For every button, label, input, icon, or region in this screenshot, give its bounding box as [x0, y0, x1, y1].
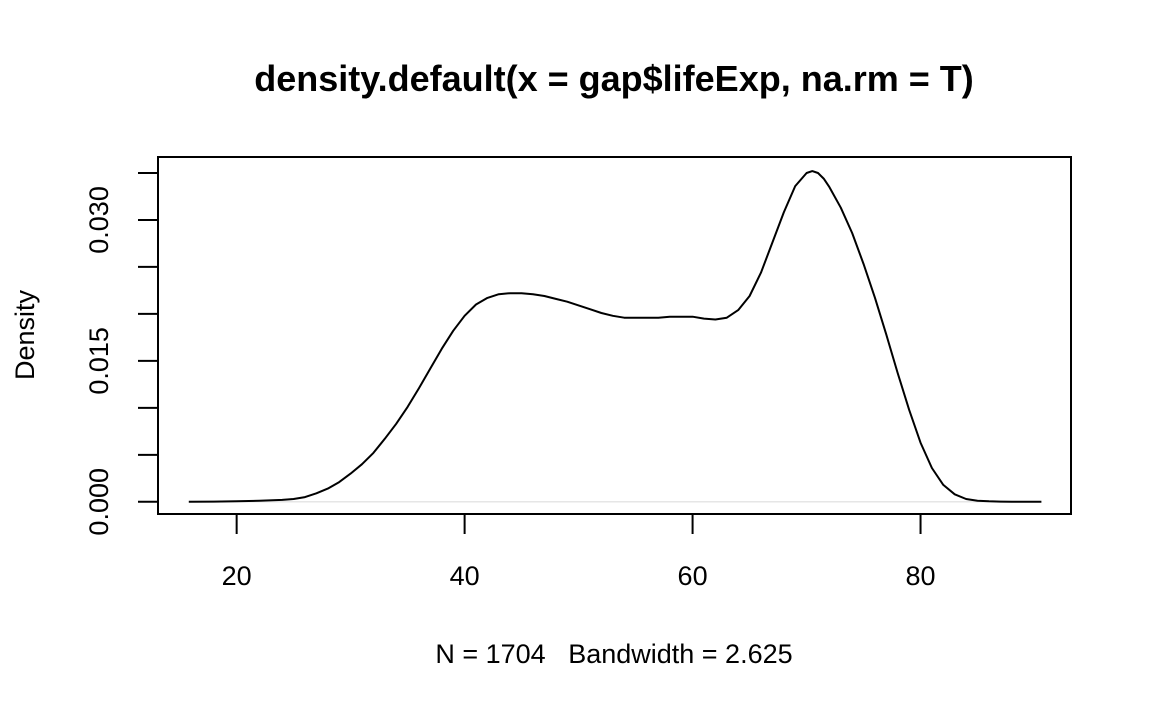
density-curve — [188, 170, 1042, 503]
y-tick-label: 0.000 — [84, 468, 114, 536]
x-tick-label: 80 — [906, 561, 936, 591]
y-tick-label: 0.015 — [84, 327, 114, 395]
y-axis-label: Density — [10, 289, 40, 380]
x-tick-label: 20 — [222, 561, 252, 591]
y-tick-label: 0.030 — [84, 186, 114, 254]
x-axis: 20 40 60 80 — [222, 513, 936, 591]
y-axis: 0.000 0.015 0.030 — [84, 171, 159, 536]
x-axis-label: N = 1704 Bandwidth = 2.625 — [435, 639, 792, 669]
plot-frame — [157, 156, 1072, 515]
x-tick-label: 60 — [678, 561, 708, 591]
chart-title: density.default(x = gap$lifeExp, na.rm =… — [254, 58, 974, 99]
x-tick-label: 40 — [450, 561, 480, 591]
